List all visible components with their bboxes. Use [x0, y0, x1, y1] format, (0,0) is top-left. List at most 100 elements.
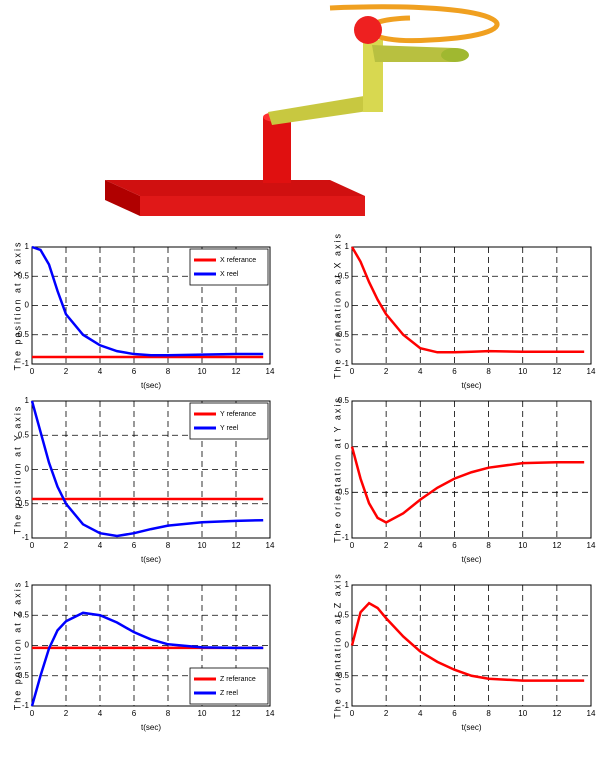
x-tick-label: 8 [486, 541, 491, 550]
y-tick-label: -1 [342, 359, 350, 368]
y-tick-label: 0.5 [338, 271, 350, 280]
x-axis-label: t(sec) [141, 555, 161, 564]
y-tick-label: 0.5 [18, 610, 30, 619]
x-tick-label: 12 [552, 541, 561, 550]
data-line [350, 601, 585, 682]
x-tick-label: 14 [587, 541, 596, 550]
x-tick-label: 2 [64, 541, 69, 550]
x-tick-label: 8 [486, 709, 491, 718]
x-tick-label: 2 [384, 541, 389, 550]
data-line [350, 446, 585, 524]
x-tick-label: 0 [350, 541, 355, 550]
x-tick-label: 12 [232, 367, 241, 376]
y-tick-label: 0.5 [338, 396, 350, 405]
y-tick-label: -1 [22, 533, 30, 542]
x-tick-label: 6 [452, 367, 457, 376]
legend-label: X referance [220, 257, 256, 264]
x-tick-label: 10 [518, 367, 527, 376]
y-tick-label: 1 [25, 242, 30, 251]
y-tick-label: 0 [25, 465, 30, 474]
y-axis-label: The orientation at Y axis [332, 396, 342, 543]
x-tick-label: 10 [198, 367, 207, 376]
data-line [30, 400, 264, 538]
legend-box [189, 667, 269, 705]
panel: 0 2 4 6 8 10 12 14 -1 -0.5 0 0.5 1 t(sec) The position… [12, 580, 275, 732]
y-tick-label: 0.5 [18, 271, 30, 280]
x-tick-label: 12 [232, 541, 241, 550]
x-tick-label: 10 [198, 541, 207, 550]
x-tick-label: 12 [552, 367, 561, 376]
y-tick-label: 1 [345, 580, 350, 589]
x-tick-label: 6 [132, 367, 137, 376]
x-tick-label: 4 [418, 709, 423, 718]
x-tick-label: 14 [266, 709, 275, 718]
robot-illustration [105, 4, 500, 216]
x-tick-label: 0 [350, 367, 355, 376]
x-tick-label: 2 [64, 367, 69, 376]
x-tick-label: 4 [98, 541, 103, 550]
x-tick-label: 0 [30, 541, 35, 550]
x-axis-label: t(sec) [462, 723, 482, 732]
panel: 0 2 4 6 8 10 12 14 -1 -0.5 0 0.5 1 t(sec) The orientat… [332, 572, 596, 732]
plot-area [351, 400, 592, 539]
y-tick-label: -0.5 [15, 671, 29, 680]
x-tick-label: 12 [232, 709, 241, 718]
x-tick-label: 8 [166, 709, 171, 718]
y-tick-label: 0 [345, 301, 350, 310]
x-tick-label: 4 [98, 709, 103, 718]
plot-area [351, 246, 592, 365]
y-tick-label: 1 [25, 396, 30, 405]
x-tick-label: 4 [418, 367, 423, 376]
x-tick-label: 14 [587, 709, 596, 718]
x-tick-label: 12 [552, 709, 561, 718]
y-tick-label: 1 [25, 580, 30, 589]
y-axis-label: The position at X axis [12, 240, 22, 370]
x-tick-label: 6 [132, 541, 137, 550]
x-axis-label: t(sec) [462, 555, 482, 564]
x-tick-label: 0 [30, 367, 35, 376]
x-tick-label: 8 [166, 541, 171, 550]
x-tick-label: 8 [166, 367, 171, 376]
x-tick-label: 14 [266, 367, 275, 376]
y-tick-label: -0.5 [335, 671, 349, 680]
data-line [31, 245, 264, 357]
legend-label: Z reel [220, 690, 238, 697]
y-tick-label: 0 [25, 641, 30, 650]
x-tick-label: 2 [384, 367, 389, 376]
x-tick-label: 6 [452, 541, 457, 550]
legend-label: Y reel [220, 425, 239, 432]
y-tick-label: 1 [345, 242, 350, 251]
panel: 0 2 4 6 8 10 12 14 -1 -0.5 0 0.5 1 t(sec) The position… [12, 396, 275, 564]
x-axis-label: t(sec) [141, 723, 161, 732]
x-axis-label: t(sec) [462, 381, 482, 390]
x-axis-label: t(sec) [141, 381, 161, 390]
y-tick-label: -0.5 [335, 487, 349, 496]
x-tick-label: 4 [418, 541, 423, 550]
x-tick-label: 0 [350, 709, 355, 718]
panel: 0 2 4 6 8 10 12 14 -1 -0.5 0 0.5 t(sec) The orientati… [332, 396, 596, 564]
y-axis-label: The orientation at X axis [332, 232, 342, 379]
x-tick-label: 2 [64, 709, 69, 718]
data-line [30, 611, 264, 707]
plot-area [351, 584, 592, 707]
x-tick-label: 14 [266, 541, 275, 550]
legend-box [189, 402, 269, 440]
y-tick-label: 0 [25, 301, 30, 310]
y-axis-label: The orientation at Z axis [332, 572, 342, 719]
y-tick-label: -1 [22, 359, 30, 368]
y-tick-label: 0 [345, 641, 350, 650]
x-tick-label: 10 [198, 709, 207, 718]
x-tick-label: 4 [98, 367, 103, 376]
x-tick-label: 6 [132, 709, 137, 718]
y-tick-label: -0.5 [15, 499, 29, 508]
y-tick-label: 0.5 [338, 610, 350, 619]
x-tick-label: 8 [486, 367, 491, 376]
y-tick-label: -1 [342, 533, 350, 542]
panel: 0 2 4 6 8 10 12 14 -1 -0.5 0 0.5 1 t(sec) The orientat… [332, 232, 596, 390]
x-tick-label: 14 [587, 367, 596, 376]
y-tick-label: 0 [345, 442, 350, 451]
data-line [350, 246, 585, 354]
x-tick-label: 10 [518, 709, 527, 718]
legend-label: Z referance [220, 676, 256, 683]
